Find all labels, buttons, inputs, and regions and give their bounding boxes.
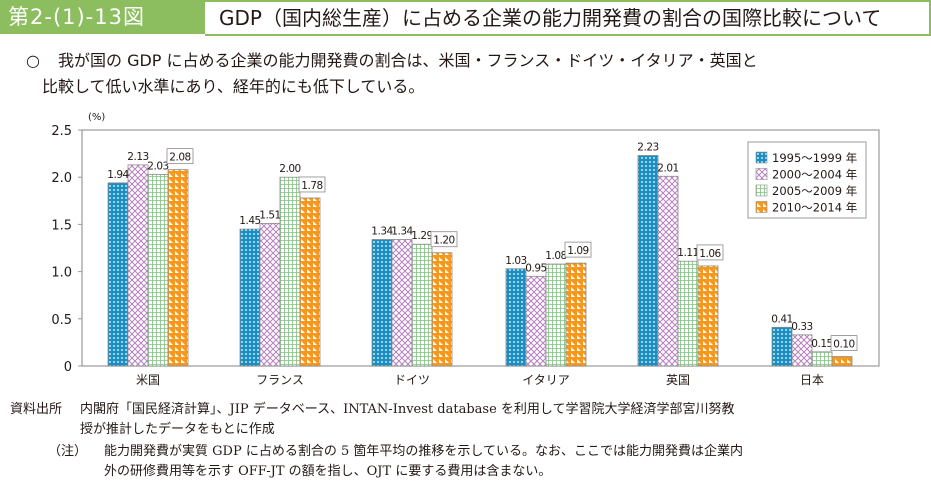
- bar-value-label: 1.94: [107, 169, 129, 181]
- y-tick-label: 1.0: [51, 266, 72, 281]
- bar-value-label: 1.34: [371, 226, 393, 238]
- bar: [147, 173, 169, 367]
- source-text-1: 内閣府「国民経済計算」、JIP データベース、INTAN-Invest data…: [80, 402, 735, 417]
- bar-value-label: 1.20: [433, 235, 454, 247]
- plot-area: [81, 129, 880, 367]
- bar-label-box: [564, 241, 592, 258]
- x-tick-label: 米国: [136, 373, 160, 387]
- bar: [565, 262, 587, 367]
- legend-label: 2010～2014 年: [772, 201, 857, 215]
- bar: [259, 223, 281, 367]
- x-tick-label: 英国: [666, 373, 690, 387]
- bar-value-label: 1.09: [567, 245, 588, 257]
- bar-value-label: 1.08: [545, 250, 566, 262]
- bar-label-box: [166, 148, 194, 165]
- note-text-1: 能力開発費が実質 GDP に占める割合の 5 箇年平均の推移を示している。なお、…: [104, 444, 743, 459]
- bar: [107, 182, 129, 367]
- bar: [771, 326, 793, 367]
- bar-value-label: 1.03: [505, 255, 526, 267]
- summary-line-2: 比較して低い水準にあり、経年的にも低下している。: [42, 77, 425, 96]
- legend-swatch-icon: [755, 201, 768, 213]
- bar: [391, 239, 413, 367]
- bar-label-box: [430, 231, 458, 248]
- bar-label-box: [696, 244, 724, 261]
- bar: [697, 265, 719, 367]
- legend: 1995～1999 年 2000～2004 年 2005～2009 年 2010～20…: [747, 141, 867, 219]
- summary-line-1: 我が国の GDP に占める企業の能力開発費の割合は、米国・フランス・ドイツ・イタ…: [58, 51, 758, 70]
- bar: [811, 351, 833, 367]
- bar-value-label: 2.08: [169, 152, 190, 164]
- y-tick-label: 0: [64, 360, 72, 375]
- legend-box: [747, 141, 867, 219]
- source-label: 資料出所: [10, 402, 63, 417]
- bar: [431, 252, 453, 367]
- bar: [525, 275, 547, 367]
- bar-label-box: [830, 335, 858, 351]
- x-tick-label: イタリア: [522, 373, 570, 387]
- bar: [127, 164, 149, 367]
- bar-value-label: 0.41: [771, 313, 792, 325]
- legend-label: 2005～2009 年: [772, 184, 857, 198]
- bar: [411, 243, 433, 367]
- legend-label: 1995～1999 年: [772, 151, 857, 165]
- note-label: （注）: [48, 444, 88, 459]
- x-tick-label: 日本: [800, 373, 824, 387]
- bar: [831, 356, 853, 367]
- x-tick-label: フランス: [256, 373, 304, 387]
- plot-frame-border: [81, 129, 880, 367]
- bar-value-label: 0.33: [791, 321, 812, 333]
- bar-value-label: 1.45: [239, 215, 260, 227]
- figure-header: 第2-(1)-13図 GDP（国内総生産）に占める企業の能力開発費の割合の国際比…: [0, 0, 931, 36]
- bar: [279, 176, 301, 367]
- note-text-2: 外の研修費用等を示す OFF-JT の額を指し、OJT に要する費用は含まない。: [104, 464, 552, 479]
- bar: [299, 197, 321, 367]
- bullet-circle-icon: ○: [26, 51, 40, 70]
- bar-value-label: 2.03: [147, 160, 168, 172]
- y-tick-label: 0.5: [51, 313, 72, 328]
- y-tick-label: 2.0: [51, 171, 72, 186]
- y-axis-unit: (%): [88, 112, 105, 123]
- bar-label-box: [298, 176, 326, 193]
- legend-label: 2000～2004 年: [772, 168, 857, 182]
- legend-swatch-icon: [755, 184, 768, 197]
- bar-value-label: 1.51: [259, 209, 280, 221]
- bar: [167, 169, 189, 367]
- bar: [239, 228, 261, 367]
- bar-value-label: 1.34: [391, 226, 413, 238]
- bar-value-label: 1.11: [677, 247, 698, 259]
- bar: [545, 263, 567, 367]
- figure-title: GDP（国内総生産）に占める企業の能力開発費の割合の国際比較について: [205, 0, 931, 36]
- bar-value-label: 1.29: [411, 230, 432, 242]
- bars: [107, 155, 853, 367]
- source-text-2: 授が推計したデータをもとに作成: [80, 422, 275, 437]
- bar-value-label: 0.95: [525, 262, 546, 274]
- bar: [791, 334, 813, 367]
- x-tick-label: ドイツ: [394, 373, 430, 387]
- bar-value-label: 0.15: [811, 338, 832, 350]
- bar-value-label: 2.23: [637, 141, 658, 153]
- bar-value-label: 2.13: [127, 151, 148, 163]
- y-axis: 0 0.5 1.0 1.5 2.0 2.5 (%): [51, 112, 105, 375]
- y-tick-label: 1.5: [51, 218, 72, 233]
- bar-value-label: 2.01: [657, 162, 678, 174]
- bar-value-label: 1.78: [301, 180, 322, 192]
- bar-value-label: 1.06: [699, 248, 721, 260]
- bar-value-label: 2.00: [279, 163, 300, 175]
- bar-labels: 1.94 2.132.032.08 1.451.51 2.001.78 1.341.34…: [107, 141, 858, 351]
- y-tick-label: 2.5: [51, 124, 72, 139]
- bar: [371, 239, 393, 367]
- bar: [637, 155, 659, 367]
- figure-number: 第2-(1)-13図: [0, 0, 205, 34]
- legend-swatch-icon: [755, 151, 768, 164]
- bar-value-label: 0.10: [833, 339, 854, 351]
- bar: [505, 268, 527, 367]
- bar: [657, 175, 679, 367]
- bar: [677, 260, 699, 367]
- bar-chart: 0 0.5 1.0 1.5 2.0 2.5 (%) 米国 フランス ドイツ イタリア 英国 日本 1.…: [51, 112, 880, 387]
- x-axis: 米国 フランス ドイツ イタリア 英国 日本: [136, 373, 824, 387]
- legend-swatch-icon: [755, 168, 768, 180]
